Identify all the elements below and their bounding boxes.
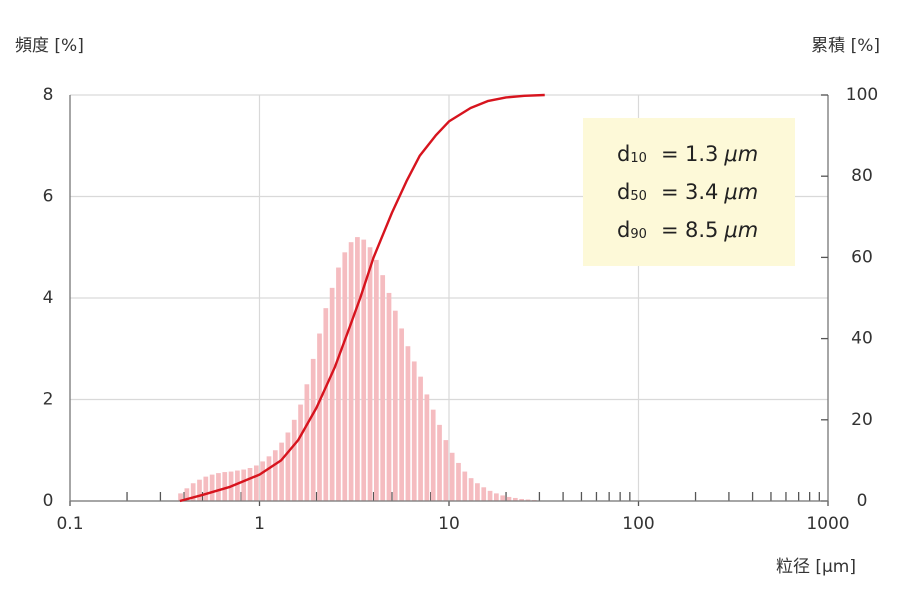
- bar: [310, 358, 316, 501]
- bar: [348, 242, 354, 502]
- annotation-label: d: [617, 180, 630, 204]
- bar: [405, 346, 411, 501]
- bar: [437, 424, 442, 501]
- bar: [209, 474, 215, 501]
- bar: [323, 308, 329, 501]
- bar: [519, 498, 525, 501]
- bar: [342, 252, 348, 501]
- bar: [253, 465, 259, 501]
- bar: [424, 394, 430, 501]
- bar: [260, 461, 266, 501]
- bar: [355, 237, 360, 501]
- annotation-subscript: 10: [630, 151, 647, 166]
- bar: [361, 239, 367, 501]
- bar: [456, 462, 461, 501]
- bar: [392, 310, 398, 501]
- annotation-equals: =: [661, 142, 679, 166]
- bar: [380, 275, 386, 501]
- annotation-equals: =: [661, 180, 679, 204]
- bar: [285, 432, 291, 501]
- bar: [329, 287, 335, 501]
- y-tick-label: 8: [43, 85, 54, 105]
- bar: [468, 478, 474, 501]
- annotation-subscript: 50: [630, 189, 647, 204]
- bar: [235, 470, 240, 501]
- bar: [272, 450, 278, 501]
- annotation-value: 3.4: [685, 180, 718, 204]
- bar: [178, 493, 183, 501]
- y2-tick-label: 0: [857, 491, 868, 511]
- bar: [418, 376, 423, 501]
- bar: [367, 247, 373, 501]
- bar: [373, 259, 379, 501]
- y2-axis-label: 累積 [%]: [811, 36, 880, 56]
- y-axis-label: 頻度 [%]: [15, 36, 84, 56]
- annotation-value: 8.5: [685, 218, 718, 242]
- bar: [184, 488, 190, 501]
- bar: [279, 442, 284, 501]
- y2-tick-label: 20: [851, 410, 873, 430]
- bar: [317, 333, 322, 501]
- bar: [411, 361, 417, 501]
- annotation-unit: μm: [723, 180, 758, 204]
- annotation-subscript: 90: [630, 227, 647, 242]
- bar: [222, 472, 228, 501]
- bar: [449, 452, 455, 501]
- bar: [298, 404, 303, 501]
- bar: [487, 490, 493, 501]
- y2-tick-label: 100: [846, 85, 878, 105]
- y2-tick-label: 60: [851, 247, 873, 267]
- bar: [197, 479, 202, 501]
- annotation-equals: =: [661, 218, 679, 242]
- bar: [399, 328, 404, 501]
- bar: [336, 267, 341, 501]
- y2-tick-label: 80: [851, 166, 873, 186]
- bar: [506, 496, 512, 501]
- bar: [430, 409, 436, 501]
- bar: [216, 473, 221, 501]
- bar: [386, 292, 392, 501]
- annotation-text: d50 = 3.4 μm: [617, 180, 758, 204]
- x-tick-label: 100: [622, 514, 654, 534]
- x-axis-label: 粒径 [µm]: [776, 557, 856, 577]
- annotation-label: d: [617, 218, 630, 242]
- bar: [475, 483, 480, 501]
- bar: [525, 499, 531, 501]
- x-tick-label: 10: [438, 514, 460, 534]
- y-tick-label: 0: [43, 491, 54, 511]
- bar: [462, 471, 468, 501]
- annotation-unit: μm: [723, 218, 758, 242]
- bar: [443, 440, 449, 501]
- bar: [203, 476, 209, 501]
- bar: [494, 493, 499, 501]
- bar: [190, 483, 196, 501]
- annotation-unit: μm: [723, 142, 758, 166]
- annotation-box: [583, 118, 795, 266]
- annotation-label: d: [617, 142, 630, 166]
- x-tick-label: 1000: [806, 514, 849, 534]
- bar: [291, 419, 297, 501]
- bar: [304, 384, 310, 501]
- bar: [500, 495, 506, 501]
- annotation-text: d90 = 8.5 μm: [617, 218, 758, 242]
- x-tick-label: 0.1: [56, 514, 83, 534]
- annotation-text: d10 = 1.3 μm: [617, 142, 758, 166]
- x-tick-label: 1: [254, 514, 265, 534]
- y-tick-label: 6: [43, 187, 54, 207]
- bar: [247, 468, 253, 501]
- y2-tick-label: 40: [851, 329, 873, 349]
- annotation-value: 1.3: [685, 142, 718, 166]
- bar: [241, 469, 247, 501]
- bar: [481, 487, 487, 501]
- y-tick-label: 4: [43, 288, 54, 308]
- y-tick-label: 2: [43, 390, 54, 410]
- bar: [512, 497, 518, 501]
- bar: [266, 456, 272, 501]
- cumulative-line: [179, 93, 545, 503]
